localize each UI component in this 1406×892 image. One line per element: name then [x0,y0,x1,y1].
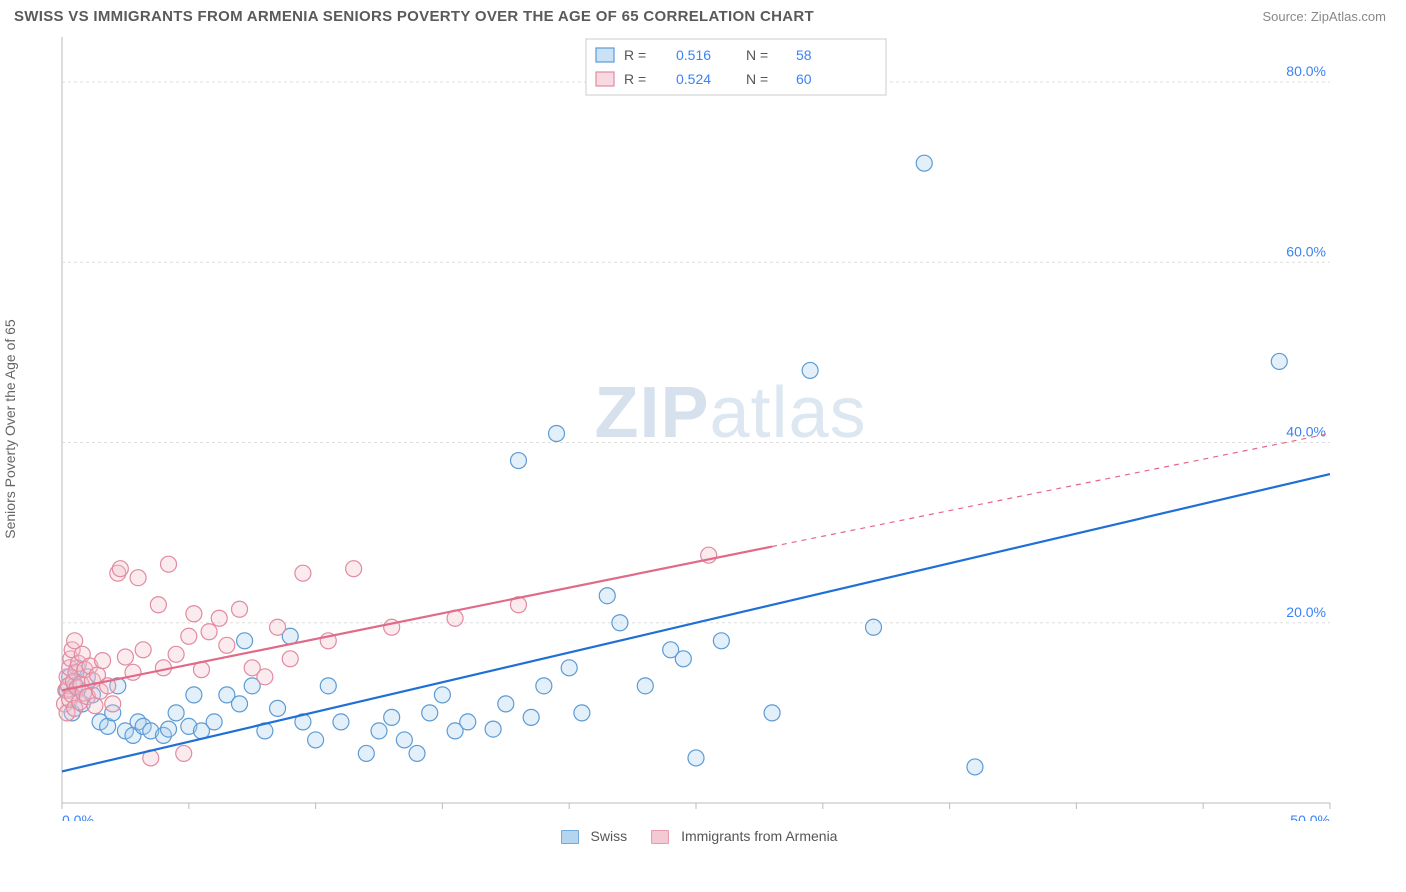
y-axis-label: Seniors Poverty Over the Age of 65 [2,319,18,538]
svg-text:N =: N = [746,47,768,63]
chart-title: SWISS VS IMMIGRANTS FROM ARMENIA SENIORS… [14,8,814,25]
legend-item-swiss: Swiss [561,828,636,844]
chart-container: Seniors Poverty Over the Age of 65 20.0%… [14,31,1392,826]
svg-text:N =: N = [746,71,768,87]
source-prefix: Source: [1262,9,1310,24]
svg-text:0.524: 0.524 [676,71,711,87]
legend-item-armenia: Immigrants from Armenia [651,828,845,844]
svg-text:58: 58 [796,47,812,63]
source-attribution: Source: ZipAtlas.com [1262,9,1386,24]
svg-text:20.0%: 20.0% [1286,604,1326,620]
svg-text:R =: R = [624,47,646,63]
legend-swatch-armenia [651,830,669,844]
legend-label-swiss: Swiss [591,828,628,844]
svg-text:0.516: 0.516 [676,47,711,63]
svg-text:R =: R = [624,71,646,87]
legend-label-armenia: Immigrants from Armenia [681,828,837,844]
series-legend: Swiss Immigrants from Armenia [0,828,1406,844]
svg-text:80.0%: 80.0% [1286,63,1326,79]
correlation-scatter-chart: 20.0% 40.0% 60.0% 80.0% 0.0% 50.0% R = 0.516 N =… [14,31,1344,821]
svg-text:0.0%: 0.0% [62,812,94,821]
svg-text:60.0%: 60.0% [1286,243,1326,259]
source-link[interactable]: ZipAtlas.com [1311,9,1386,24]
legend-swatch-swiss [561,830,579,844]
svg-text:50.0%: 50.0% [1290,812,1330,821]
svg-text:60: 60 [796,71,812,87]
svg-text:40.0%: 40.0% [1286,424,1326,440]
